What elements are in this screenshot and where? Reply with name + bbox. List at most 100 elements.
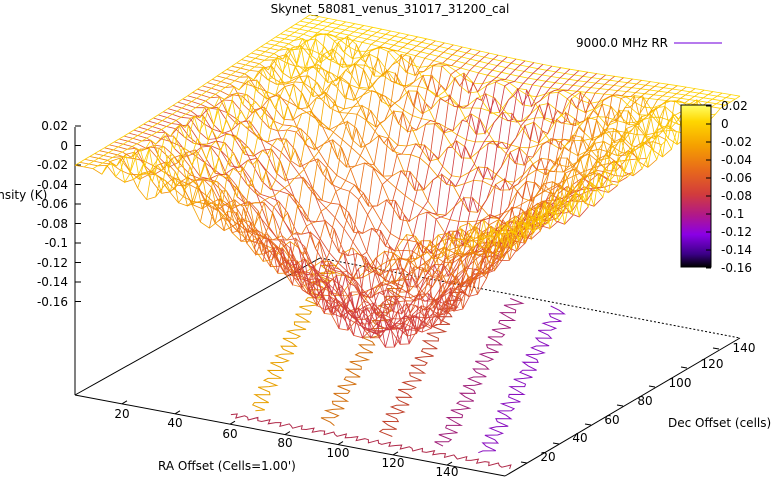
surface-row-line — [241, 54, 672, 180]
surface-col-line — [83, 16, 320, 168]
colorbar-gradient — [680, 104, 712, 268]
chart-title: Skynet_58081_venus_31017_31200_cal — [271, 2, 510, 16]
surface-col-line — [352, 71, 588, 334]
surface-col-line — [432, 83, 669, 260]
surface-col-line — [74, 14, 311, 166]
colorbar-tick-label: -0.08 — [721, 189, 752, 203]
colorbar-tick-label: -0.04 — [721, 153, 752, 167]
y-tick-mark — [616, 404, 624, 407]
surface-col-line — [280, 58, 517, 321]
surface-col-line — [271, 56, 508, 319]
y-axis: 20 40 60 80 100 120 140 Dec Offset (cell… — [520, 341, 771, 464]
surface-col-line — [244, 50, 481, 281]
surface-col-line — [406, 79, 642, 285]
x-tick-mark — [337, 441, 344, 445]
z-tick-label: 0.02 — [41, 119, 68, 133]
z-tick-label: -0.14 — [37, 275, 68, 289]
colorbar-tick-label: -0.16 — [721, 261, 752, 275]
y-tick-label: 80 — [637, 394, 652, 408]
surface-col-line — [468, 89, 705, 249]
x-axis-label: RA Offset (Cells=1.00') — [158, 459, 296, 473]
surface-col-line — [128, 25, 365, 181]
z-tick-label: -0.02 — [37, 158, 68, 172]
z-axis: 0.02 0 -0.02 -0.04 -0.06 -0.08 -0.1 -0.1… — [0, 119, 81, 395]
colorbar-tick-label: 0 — [721, 117, 729, 131]
surface-col-line — [119, 23, 356, 184]
colorbar-tick-label: -0.14 — [721, 243, 752, 257]
surface-col-line — [146, 28, 382, 200]
contour-line — [434, 297, 525, 447]
z-tick-label: -0.1 — [45, 236, 68, 250]
x-tick-label: 120 — [382, 456, 405, 470]
z-tick-label: -0.06 — [37, 197, 68, 211]
surface-col-line — [289, 60, 526, 336]
surface-col-line — [92, 18, 329, 169]
surface-col-line — [137, 26, 373, 189]
surface-col-line — [226, 46, 463, 262]
z-tick-label: -0.12 — [37, 256, 68, 270]
x-tick-label: 100 — [327, 446, 350, 460]
surface-mesh — [74, 14, 741, 348]
contour-line — [378, 288, 467, 437]
surface-row-line — [74, 157, 506, 281]
z-tick-label: -0.08 — [37, 217, 68, 231]
x-tick-label: 140 — [436, 465, 459, 478]
y-tick-mark — [648, 385, 656, 388]
z-axis-label: Intensity (K) — [0, 188, 47, 202]
colorbar: 0.02 0 -0.02 -0.04 -0.06 -0.08 -0.1 -0.1… — [680, 99, 752, 275]
z-tick-label: 0 — [60, 139, 68, 153]
surface-col-line — [182, 36, 418, 211]
y-tick-mark — [520, 461, 528, 464]
y-tick-mark — [584, 423, 592, 426]
surface-col-line — [370, 74, 606, 317]
z-tick-label: -0.16 — [37, 295, 68, 309]
surface-col-line — [441, 85, 678, 257]
surface-col-line — [235, 48, 472, 277]
y-tick-label: 20 — [540, 450, 555, 464]
x-tick-mark — [174, 410, 181, 415]
colorbar-tick-label: -0.02 — [721, 135, 752, 149]
y-tick-label: 40 — [572, 431, 587, 445]
contour-line — [230, 413, 512, 470]
surface-col-line — [334, 68, 571, 334]
y-tick-mark — [712, 347, 720, 350]
x-tick-label: 20 — [114, 407, 129, 421]
x-tick-mark — [446, 461, 453, 466]
x-tick-mark — [121, 400, 128, 405]
surface-row-line — [236, 62, 667, 183]
legend-label: 9000.0 MHz RR — [576, 36, 668, 50]
x-tick-label: 80 — [277, 436, 292, 450]
surface-col-line — [110, 21, 347, 178]
z-tick-label: -0.04 — [37, 178, 68, 192]
surface-col-line — [253, 52, 490, 296]
surface-col-line — [200, 40, 436, 228]
surface-col-line — [155, 30, 391, 198]
x-tick-mark — [229, 420, 236, 425]
surface-col-line — [262, 54, 499, 314]
colorbar-tick-label: -0.12 — [721, 225, 752, 239]
y-tick-label: 60 — [604, 413, 619, 427]
contour-line — [478, 305, 566, 454]
x-tick-label: 60 — [222, 427, 237, 441]
contour-line — [251, 264, 337, 412]
surface-col-line — [397, 78, 633, 286]
base-frame — [74, 257, 741, 477]
y-tick-mark — [680, 366, 688, 369]
colorbar-tick-label: -0.06 — [721, 171, 752, 185]
y-tick-label: 140 — [733, 341, 756, 355]
surface-col-line — [191, 38, 427, 207]
x-tick-label: 40 — [167, 416, 182, 430]
x-axis: 20 40 60 80 100 120 140 RA Offset (Cells… — [114, 400, 459, 478]
y-tick-mark — [552, 442, 560, 445]
surface-col-line — [477, 91, 714, 241]
surface-col-line — [316, 65, 553, 348]
surface-col-line — [325, 67, 562, 348]
x-tick-mark — [284, 431, 291, 435]
surface-row-line — [94, 153, 525, 298]
x-tick-mark — [392, 451, 399, 456]
surface-col-line — [164, 32, 400, 193]
y-axis-label: Dec Offset (cells) — [668, 416, 771, 430]
y-tick-label: 120 — [701, 357, 724, 371]
colorbar-tick-label: 0.02 — [721, 99, 748, 113]
